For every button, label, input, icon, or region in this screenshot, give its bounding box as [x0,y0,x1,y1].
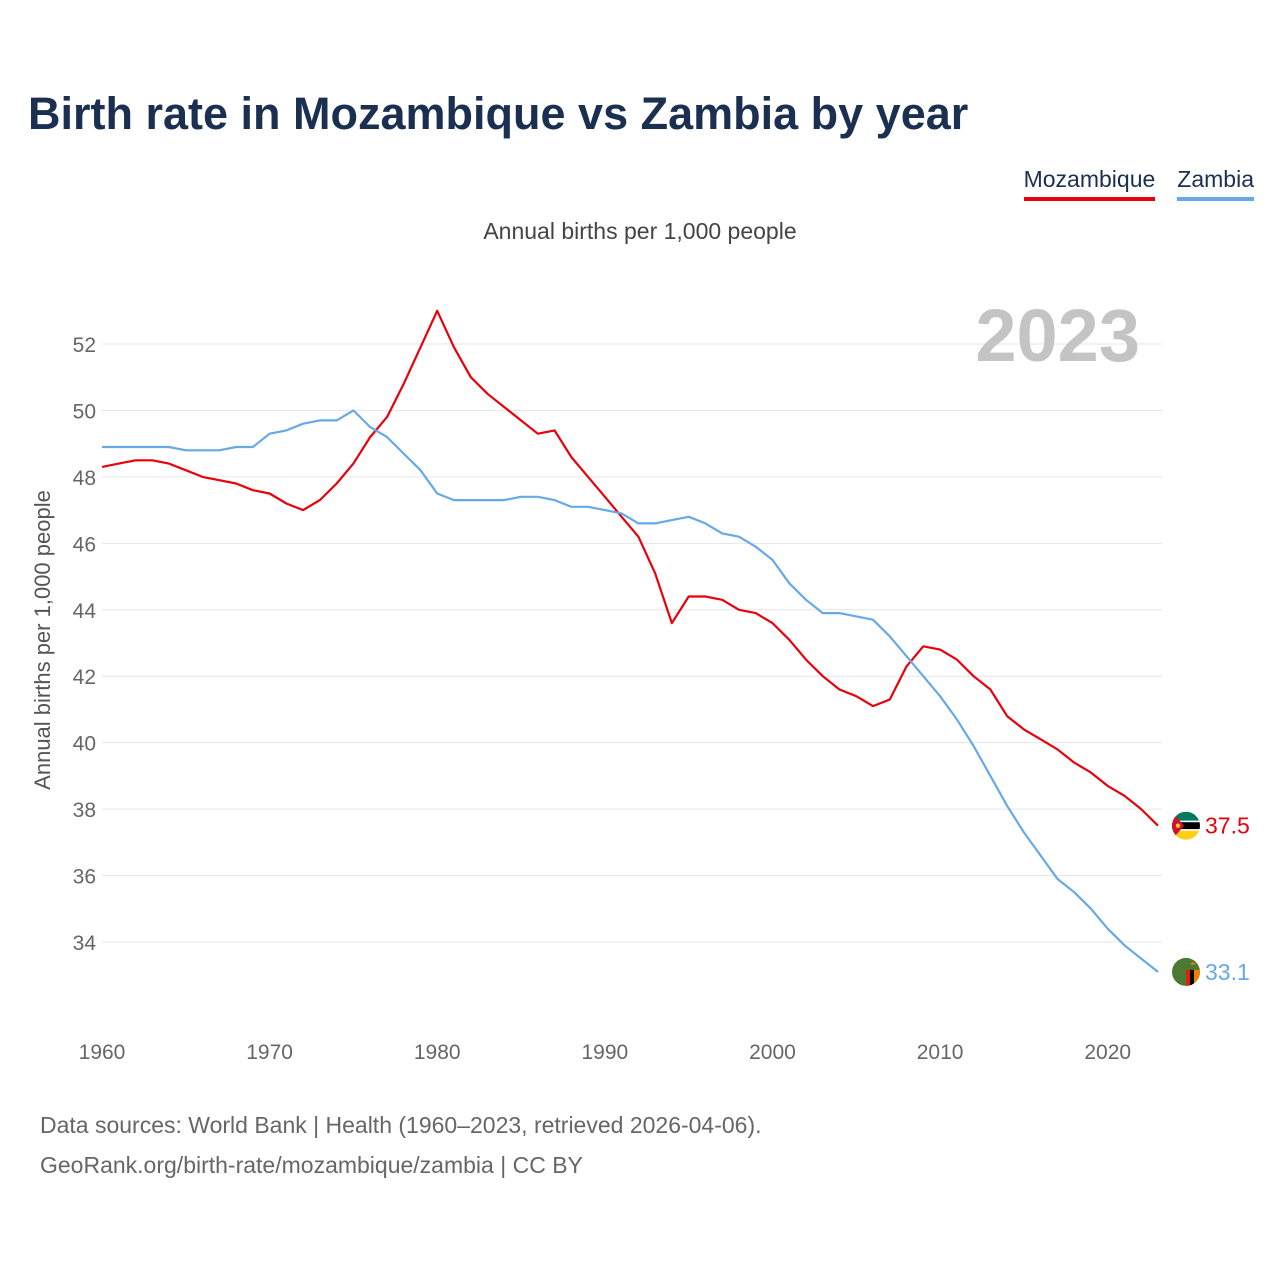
mozambique-end-value: 37.5 [1205,813,1250,839]
y-tick-label: 44 [73,600,97,623]
x-tick-label: 2020 [1084,1041,1131,1064]
legend: Mozambique Zambia [1023,166,1254,201]
y-tick-label: 36 [73,866,96,889]
y-tick-label: 34 [73,932,97,955]
chart-subtitle: Annual births per 1,000 people [483,218,797,244]
series-line-mozambique[interactable] [101,309,1159,827]
data-source: Data sources: World Bank | Health (1960–… [40,1105,762,1185]
y-tick-label: 42 [73,666,96,689]
y-tick-label: 46 [73,533,96,556]
legend-item-mozambique[interactable]: Mozambique [1023,166,1156,201]
y-tick-label: 48 [73,467,96,490]
zambia-flag-icon [1172,957,1200,986]
source-line-1: Data sources: World Bank | Health (1960–… [40,1112,762,1138]
y-tick-label: 38 [73,799,96,822]
x-axis-ticks: 1960 1970 1980 1990 2000 2010 2020 [79,1041,1131,1064]
y-axis-label: Annual births per 1,000 people [30,490,55,790]
x-tick-label: 1970 [246,1041,293,1064]
x-tick-label: 2000 [749,1041,796,1064]
x-tick-label: 2010 [917,1041,964,1064]
x-tick-label: 1960 [79,1041,126,1064]
zambia-end-value: 33.1 [1205,959,1250,985]
y-tick-label: 52 [73,334,96,357]
series-end-markers: 37.5 33.1 [1172,811,1250,986]
series-lines [101,309,1159,973]
y-tick-label: 50 [73,400,96,423]
chart-title: Birth rate in Mozambique vs Zambia by ye… [28,88,969,139]
x-tick-label: 1990 [581,1041,628,1064]
y-axis-ticks: 34 36 38 40 42 44 46 48 50 52 [73,334,97,955]
legend-item-zambia[interactable]: Zambia [1177,166,1254,201]
y-tick-label: 40 [73,733,96,756]
mozambique-flag-icon [1172,811,1200,840]
x-tick-label: 1980 [414,1041,461,1064]
source-line-2[interactable]: GeoRank.org/birth-rate/mozambique/zambia… [40,1152,583,1178]
year-label: 2023 [975,294,1140,377]
gridlines [102,343,1162,943]
series-line-zambia[interactable] [102,409,1159,973]
